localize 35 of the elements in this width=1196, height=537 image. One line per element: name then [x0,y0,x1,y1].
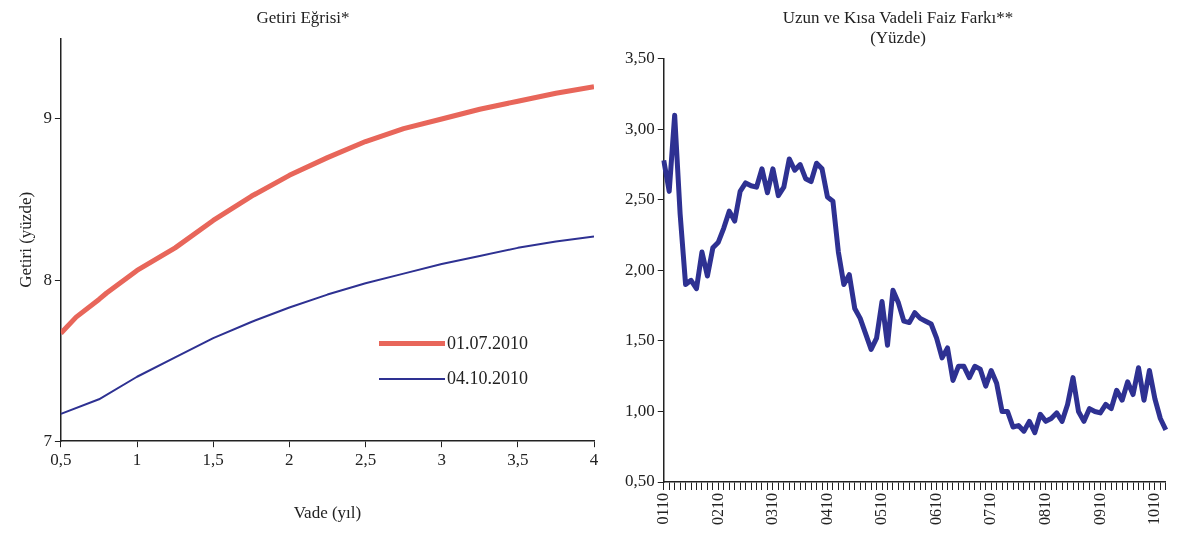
x-tick-label: 2,5 [354,449,377,469]
y-tick-label: 2,50 [625,189,655,209]
x-tick-label: 1,5 [202,449,224,469]
legend-label: 01.07.2010 [447,333,528,354]
x-tick-label: 0410 [817,493,835,525]
x-tick-label: 1010 [1145,493,1163,525]
chart-subtitle: (Yüzde) [870,28,926,48]
x-tick-label: 0710 [981,493,999,525]
legend-label: 04.10.2010 [447,368,528,389]
y-tick-label: 8 [43,269,52,289]
x-tick-label: 0,5 [50,449,72,469]
y-tick-label: 3,00 [625,118,655,138]
chart-title: Getiri Eğrisi* [256,7,350,27]
x-tick-label: 0310 [763,493,781,525]
y-tick-label: 7 [43,430,53,450]
x-tick-label: 0910 [1090,493,1108,525]
x-tick-label: 0110 [653,493,671,525]
y-tick-label: 9 [43,108,52,128]
y-tick-label: 1,50 [625,330,655,350]
x-tick-label: 3,5 [507,449,529,469]
y-tick-label: 0,50 [625,471,655,491]
x-tick-label: 4 [589,449,599,469]
y-tick-label: 3,50 [625,48,655,68]
x-tick-label: 0810 [1035,493,1053,525]
chart-title: Uzun ve Kısa Vadeli Faiz Farkı** [782,7,1014,27]
x-axis-title: Vade (yıl) [293,503,362,523]
x-tick-label: 0210 [708,493,726,525]
y-tick-label: 2,00 [625,259,655,279]
x-tick-label: 3 [437,449,446,469]
x-tick-label: 1 [132,449,142,469]
y-axis-title: Getiri (yüzde) [15,191,35,288]
x-tick-label: 0610 [926,493,944,525]
y-tick-label: 1,00 [625,400,655,420]
x-tick-label: 2 [285,449,294,469]
x-tick-label: 0510 [872,493,890,525]
